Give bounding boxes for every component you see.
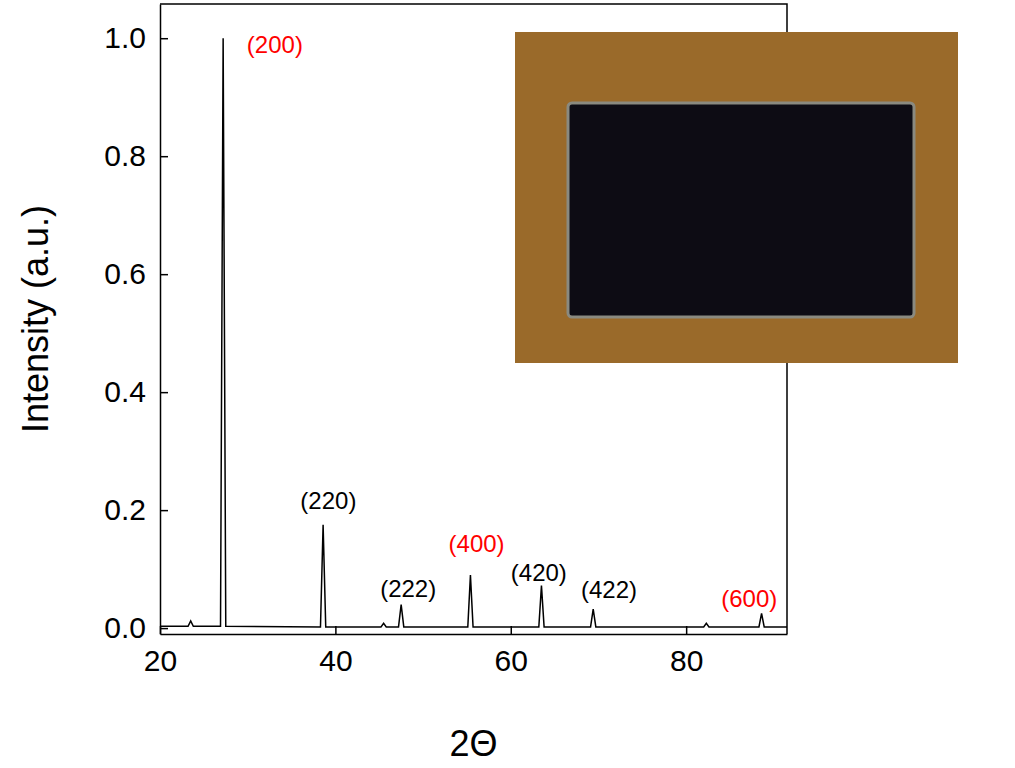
tick-mark <box>160 38 168 40</box>
tick-label: 0.0 <box>104 611 146 644</box>
axis-line <box>160 5 162 635</box>
peak-label: (200) <box>247 31 303 58</box>
y-axis-title: Intensity (a.u.) <box>15 205 56 433</box>
tick-label: 0.4 <box>104 375 146 408</box>
tick-label: 0.8 <box>104 139 146 172</box>
tick: 0.6 <box>104 257 168 290</box>
chart: 20 40 60 80 0.0 0.2 0.4 0.6 0.8 1.0 2Θ Intensity (a… <box>0 0 1015 768</box>
inset-crystal <box>568 103 914 317</box>
tick: 0.8 <box>104 139 168 172</box>
tick: 80 <box>670 626 703 677</box>
tick-mark <box>160 510 168 512</box>
tick: 0.4 <box>104 375 168 408</box>
tick: 60 <box>495 626 528 677</box>
tick-label: 40 <box>319 644 352 677</box>
tick-mark <box>160 156 168 158</box>
tick-mark <box>511 626 513 634</box>
tick-label: 20 <box>144 644 177 677</box>
peak-label: (220) <box>300 487 356 514</box>
x-axis-title: 2Θ <box>449 723 497 764</box>
tick-label: 60 <box>495 644 528 677</box>
peak-label: (600) <box>721 585 777 612</box>
y-axis: 0.0 0.2 0.4 0.6 0.8 1.0 <box>104 5 168 645</box>
tick: 1.0 <box>104 21 168 54</box>
tick-label: 1.0 <box>104 21 146 54</box>
tick-mark <box>335 626 337 634</box>
tick-mark <box>160 628 168 630</box>
tick-label: 0.6 <box>104 257 146 290</box>
peak-label: (400) <box>449 530 505 557</box>
tick-mark <box>160 274 168 276</box>
peak-label: (222) <box>380 575 436 602</box>
peak-label: (422) <box>581 576 637 603</box>
tick: 40 <box>319 626 352 677</box>
tick-label: 0.2 <box>104 493 146 526</box>
tick-label: 80 <box>670 644 703 677</box>
x-axis: 20 40 60 80 <box>144 626 788 677</box>
axis-line <box>161 634 788 636</box>
inset-background <box>515 32 958 363</box>
tick: 0.0 <box>104 611 168 644</box>
tick-mark <box>686 626 688 634</box>
tick: 0.2 <box>104 493 168 526</box>
peak-label: (420) <box>511 559 567 586</box>
inset-photo <box>515 32 958 363</box>
tick-mark <box>160 392 168 394</box>
